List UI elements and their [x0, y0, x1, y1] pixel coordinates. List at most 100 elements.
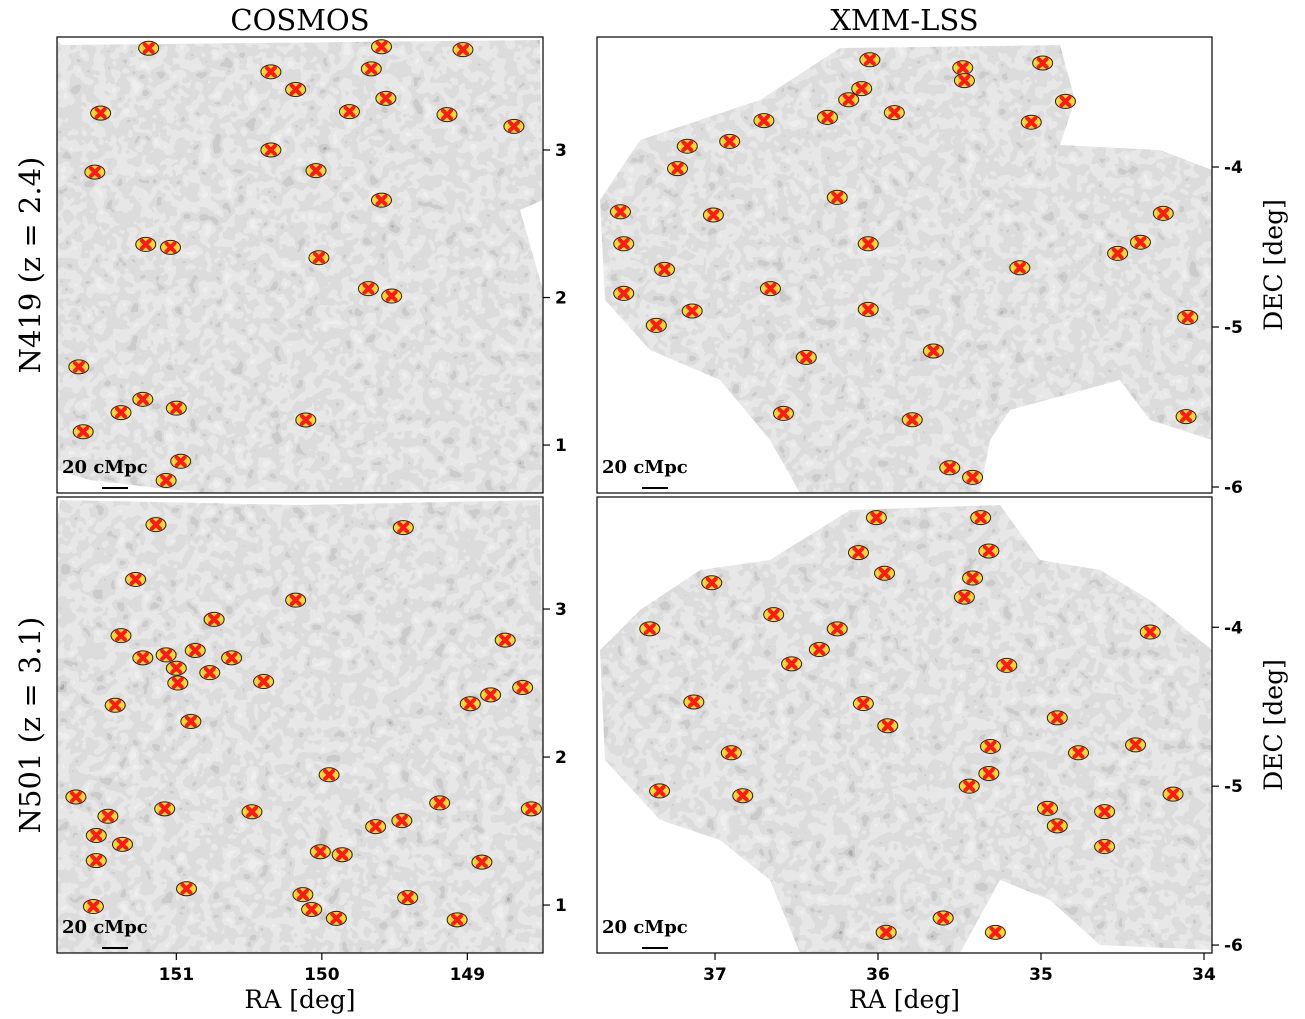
x-marker	[208, 613, 221, 626]
protocluster-marker	[1107, 245, 1129, 261]
protocluster-marker	[667, 161, 689, 177]
protocluster-marker	[732, 788, 754, 804]
protocluster-marker	[922, 343, 944, 359]
x-marker	[658, 263, 671, 276]
panel: -6 -5 -4 XMM-LSS DEC [deg] 20 cMpc	[596, 3, 1288, 498]
protocluster-marker	[939, 460, 961, 476]
protocluster-marker	[357, 281, 379, 297]
protocluster-marker	[978, 543, 1000, 559]
protocluster-marker	[962, 469, 984, 485]
protocluster-marker	[520, 801, 542, 817]
x-marker	[289, 83, 302, 96]
protocluster-marker	[1129, 234, 1151, 250]
x-marker	[1157, 207, 1170, 220]
x-marker	[643, 622, 656, 635]
protocluster-marker	[370, 192, 392, 208]
protocluster-marker	[82, 899, 104, 915]
protocluster-marker	[953, 73, 975, 89]
y-tick-label: 3	[555, 141, 567, 161]
protocluster-marker	[104, 697, 126, 713]
y-tick-label: -4	[1224, 618, 1243, 638]
protocluster-marker	[503, 118, 525, 134]
protocluster-marker	[494, 632, 516, 648]
x-marker	[888, 106, 901, 119]
protocluster-marker	[795, 349, 817, 365]
x-marker	[821, 111, 834, 124]
protocluster-marker	[826, 621, 848, 637]
protocluster-marker	[446, 912, 468, 928]
x-marker	[681, 140, 694, 153]
x-axis-label: RA [deg]	[849, 985, 960, 1014]
x-marker	[397, 521, 410, 534]
x-marker	[264, 144, 277, 157]
x-marker	[1051, 711, 1064, 724]
x-marker	[362, 282, 375, 295]
x-marker	[1098, 805, 1111, 818]
protocluster-marker	[875, 924, 897, 940]
protocluster-marker	[391, 813, 413, 829]
x-marker	[69, 791, 82, 804]
x-marker	[831, 191, 844, 204]
x-marker	[1000, 659, 1013, 672]
protocluster-marker	[253, 674, 275, 690]
x-marker	[927, 345, 940, 357]
x-marker	[499, 634, 512, 647]
protocluster-marker	[857, 236, 879, 252]
x-marker	[299, 413, 312, 426]
protocluster-marker	[932, 910, 954, 926]
protocluster-marker	[719, 133, 741, 149]
x-marker	[686, 305, 699, 317]
protocluster-marker	[847, 545, 869, 561]
x-marker	[369, 820, 382, 833]
x-marker	[1144, 626, 1157, 639]
panel: -6 -5 -4 37 36 35 34 RA [deg] DEC [deg] 20 cMpc	[596, 496, 1288, 1014]
x-marker	[984, 740, 997, 753]
density-map	[57, 500, 543, 953]
protocluster-marker	[763, 607, 785, 623]
x-marker	[906, 413, 919, 426]
x-marker	[129, 573, 142, 586]
protocluster-marker	[199, 665, 221, 681]
protocluster-marker	[1177, 309, 1199, 325]
protocluster-marker	[165, 660, 187, 676]
protocluster-marker	[1046, 818, 1068, 834]
x-marker	[142, 42, 155, 55]
x-marker	[736, 789, 749, 802]
x-marker	[966, 471, 979, 484]
protocluster-marker	[308, 250, 330, 266]
x-marker	[136, 393, 149, 406]
protocluster-marker	[452, 42, 474, 58]
x-marker	[963, 780, 976, 793]
protocluster-marker	[962, 570, 984, 586]
protocluster-marker	[375, 90, 397, 106]
x-marker	[881, 719, 894, 732]
protocluster-marker	[753, 113, 775, 129]
protocluster-marker	[1009, 260, 1031, 276]
protocluster-marker	[639, 621, 661, 637]
protocluster-marker	[360, 61, 382, 77]
protocluster-marker	[85, 827, 107, 843]
x-marker	[1181, 311, 1194, 324]
x-marker	[336, 848, 349, 861]
y-tick-label: -5	[1224, 777, 1243, 797]
x-marker	[72, 360, 85, 373]
scale-label: 20 cMpc	[62, 917, 148, 938]
protocluster-marker	[653, 261, 675, 277]
x-marker	[365, 62, 378, 75]
x-tick-label: 37	[703, 965, 727, 985]
protocluster-marker	[180, 714, 202, 730]
x-marker	[880, 926, 893, 939]
x-marker	[707, 209, 720, 221]
protocluster-marker	[701, 575, 723, 591]
y-tick-label: 2	[555, 289, 567, 309]
protocluster-marker	[325, 910, 347, 926]
x-marker	[464, 697, 477, 710]
x-marker	[943, 461, 956, 474]
x-marker	[94, 107, 107, 120]
x-marker	[203, 666, 216, 679]
protocluster-marker	[874, 565, 896, 581]
x-marker	[440, 108, 453, 121]
x-marker	[966, 572, 979, 585]
x-marker	[312, 251, 325, 264]
x-marker	[90, 829, 103, 842]
